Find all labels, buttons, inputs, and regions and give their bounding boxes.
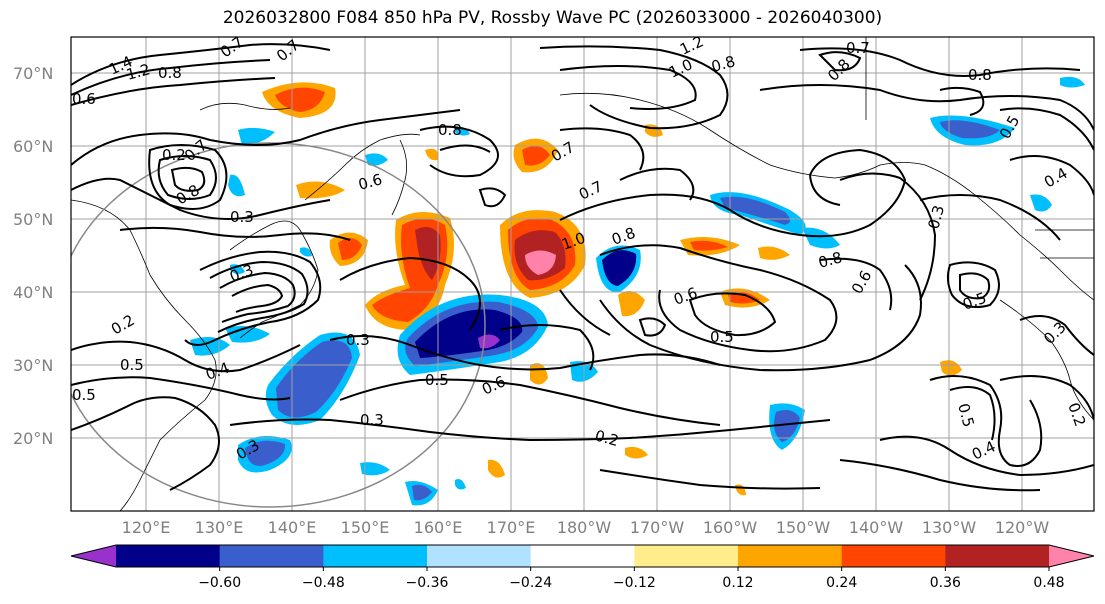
colorbar: −0.60 −0.48 −0.36 −0.24 −0.12 0.12 0.24 0.36 0.4…	[70, 544, 1095, 591]
lon-label: 180°W	[557, 518, 612, 537]
colorbar-cell	[738, 545, 843, 567]
colorbar-extend-high	[1049, 545, 1094, 567]
map-title: 2026032800 F084 850 hPa PV, Rossby Wave …	[222, 8, 883, 28]
contour-label: 0.8	[158, 64, 182, 82]
lon-label: 150°E	[341, 518, 390, 537]
contour-label: 0.6	[356, 170, 384, 194]
contour-label: 0.3	[230, 208, 254, 226]
contour-label: 0.3	[346, 331, 370, 349]
lon-label: 130°E	[195, 518, 244, 537]
lon-label: 160°W	[703, 518, 758, 537]
contour-label: 0.3	[924, 203, 948, 231]
longitude-labels: 120°E 130°E 140°E 150°E 160°E 170°E 180°…	[122, 518, 1050, 537]
lat-label: 40°N	[13, 283, 53, 302]
lon-label: 120°E	[122, 518, 171, 537]
lon-label: 150°W	[776, 518, 831, 537]
colorbar-cell	[530, 545, 635, 567]
colorbar-cell	[945, 545, 1050, 567]
lat-label: 30°N	[13, 356, 53, 375]
positive-pv-anomalies	[262, 82, 962, 496]
lon-label: 170°E	[487, 518, 536, 537]
colorbar-extend-low	[71, 545, 116, 567]
contour-label: 0.5	[954, 401, 978, 429]
colorbar-outline	[70, 544, 1095, 568]
contour-label: 0.6	[72, 90, 96, 108]
colorbar-cell	[219, 545, 324, 567]
lat-label: 20°N	[13, 429, 53, 448]
contour-label: 0.8	[968, 66, 992, 84]
colorbar-cell	[323, 545, 428, 567]
colorbar-tick-label: −0.60	[198, 575, 241, 591]
colorbar-tick-label: 0.24	[826, 575, 857, 591]
contour-label: 0.7	[846, 39, 870, 57]
colorbar-tick-label: −0.12	[613, 575, 656, 591]
contour-label: 0.5	[72, 386, 96, 404]
colorbar-tick-label: 0.36	[930, 575, 961, 591]
lon-label: 140°E	[268, 518, 317, 537]
contour-label: 0.5	[710, 328, 734, 346]
lat-label: 60°N	[13, 137, 53, 156]
colorbar-tick-label: −0.48	[302, 575, 345, 591]
lat-label: 70°N	[13, 64, 53, 83]
lat-label: 50°N	[13, 210, 53, 229]
colorbar-cell	[634, 545, 739, 567]
lon-label: 130°W	[922, 518, 977, 537]
lon-label: 170°W	[630, 518, 685, 537]
lon-label: 160°E	[414, 518, 463, 537]
colorbar-cell	[116, 545, 221, 567]
colorbar-tick-label: −0.36	[406, 575, 449, 591]
colorbar-tick-label: 0.12	[722, 575, 753, 591]
contour-label: 0.8	[816, 248, 844, 272]
contour-label: 0.3	[360, 411, 384, 429]
contour-label: 0.8	[709, 52, 737, 76]
region-circle	[71, 142, 486, 508]
lon-label: 140°W	[849, 518, 904, 537]
colorbar-cell	[841, 545, 946, 567]
map-background	[71, 37, 1094, 511]
contour-label: 1.2	[124, 60, 152, 84]
contour-label: 0.8	[438, 121, 462, 139]
contour-label: 0.2	[162, 146, 186, 164]
pv-contours	[71, 43, 1094, 492]
colorbar-tick-label: 0.48	[1033, 575, 1064, 591]
lon-label: 120°W	[995, 518, 1050, 537]
map-frame	[70, 36, 1095, 512]
contour-label: 0.5	[120, 356, 144, 374]
contour-label: 0.5	[425, 371, 449, 389]
contour-label: 0.2	[593, 426, 621, 450]
colorbar-cell	[427, 545, 532, 567]
colorbar-tick-label: −0.24	[509, 575, 552, 591]
latitude-labels: 70°N 60°N 50°N 40°N 30°N 20°N	[13, 64, 53, 448]
